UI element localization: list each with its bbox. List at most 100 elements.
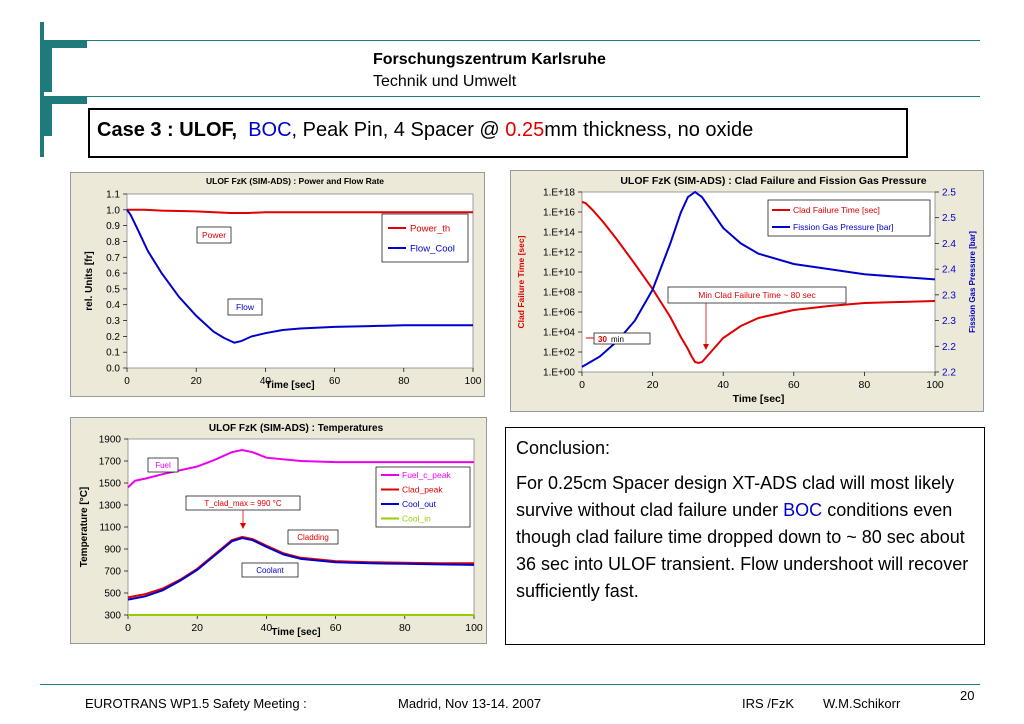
- x-tick-label: 80: [399, 622, 411, 634]
- case-suffix: mm thickness, no oxide: [544, 119, 754, 141]
- x-tick-label: 40: [717, 379, 729, 391]
- y-tick-label: 0.2: [106, 332, 120, 343]
- org-subtitle: Technik und Umwelt: [373, 73, 517, 90]
- annotation-coolant: Coolant: [256, 566, 284, 575]
- chart-clad-failure: ULOF FzK (SIM-ADS) : Clad Failure and Fi…: [516, 175, 977, 405]
- y2-tick-label: 2.3: [942, 316, 956, 327]
- case-title-box: [88, 108, 908, 158]
- annotation-box-fuel: [147, 457, 179, 473]
- y-tick-label: 300: [104, 611, 121, 622]
- conclusion-heading: Conclusion:: [516, 438, 611, 458]
- x-tick-label: 100: [465, 376, 482, 387]
- legend-label-1: Flow_Cool: [410, 244, 455, 255]
- chart-power-flow: ULOF FzK (SIM-ADS) : Power and Flow Rate…: [84, 176, 482, 391]
- y-axis-label: Temperature [°C]: [79, 487, 90, 568]
- chart-temperatures: ULOF FzK (SIM-ADS) : Temperatures 300 500 7…: [79, 423, 483, 638]
- footer-divider: [40, 684, 980, 685]
- legend-label-3: Cool_in: [402, 514, 431, 524]
- x-tick-label: 20: [191, 622, 203, 634]
- annotation-30: 30: [598, 335, 607, 344]
- y-tick-label: 0.6: [106, 269, 120, 280]
- annotation-fuel: Fuel: [155, 461, 171, 470]
- y-tick-label: 0.1: [106, 348, 120, 359]
- y-tick-label: 0.5: [106, 284, 120, 295]
- annotation-arrowhead: [240, 523, 246, 529]
- y2-tick-label: 2.2: [942, 342, 956, 353]
- logo-bar-1: [42, 40, 87, 48]
- y-tick-label: 1300: [99, 501, 122, 512]
- series-line-1: [126, 209, 473, 344]
- y-tick-label: 1.E+04: [543, 328, 575, 339]
- annotation-box-coolant: [241, 562, 299, 578]
- annotation-box-min-clad: [667, 286, 847, 304]
- y-tick-label: 1.E+00: [543, 368, 575, 379]
- conclusion-boc: BOC: [783, 500, 823, 520]
- case-boc: BOC: [248, 119, 292, 141]
- x-tick-label: 100: [465, 622, 483, 634]
- x-tick-label: 40: [260, 376, 272, 387]
- x-tick-label: 0: [124, 376, 130, 387]
- series-line-1: [581, 190, 936, 368]
- x-tick-label: 80: [859, 379, 871, 391]
- chart-title: ULOF FzK (SIM-ADS) : Power and Flow Rate: [206, 176, 384, 186]
- footer-place: Madrid, Nov 13-14. 2007: [398, 696, 542, 711]
- footer-irs: IRS /FzK: [742, 696, 795, 711]
- org-name: Forschungszentrum Karlsruhe: [373, 51, 606, 68]
- annotation-power: Power: [202, 230, 226, 240]
- y-tick-label: 0.8: [106, 237, 120, 248]
- y-tick-label: 500: [104, 589, 121, 600]
- y-tick-label: 700: [104, 567, 121, 578]
- y2-tick-label: 2.5: [942, 213, 956, 224]
- series-line-2: [127, 536, 475, 601]
- annotation-box-cladding: [287, 529, 339, 545]
- header-divider-2: [40, 96, 980, 97]
- x-tick-label: 0: [125, 622, 131, 634]
- y-tick-label: 0.3: [106, 316, 120, 327]
- x-tick-label: 80: [398, 376, 410, 387]
- y-tick-label: 1.1: [106, 190, 120, 201]
- chart-title: ULOF FzK (SIM-ADS) : Temperatures: [209, 423, 384, 434]
- x-tick-label: 60: [788, 379, 800, 391]
- series-line-0: [127, 208, 473, 214]
- series-line-0: [581, 201, 936, 365]
- legend-box: [767, 199, 931, 237]
- x-tick-label: 20: [191, 376, 203, 387]
- x-axis-label: Time [sec]: [271, 627, 320, 638]
- conclusion-box: Conclusion: For 0.25cm Spacer design XT-…: [505, 427, 985, 645]
- y-tick-label: 1.E+16: [543, 208, 575, 219]
- y-axis-label: rel. Units [fr]: [84, 251, 95, 310]
- x-tick-label: 20: [647, 379, 659, 391]
- y-tick-label: 1.E+08: [543, 288, 575, 299]
- annotation-box-power: [196, 226, 232, 244]
- x-tick-label: 40: [261, 622, 273, 634]
- y-tick-label: 0.9: [106, 221, 120, 232]
- footer-author: W.M.Schikorr: [823, 696, 901, 711]
- chart-title: ULOF FzK (SIM-ADS) : Clad Failure and Fi…: [620, 175, 926, 187]
- annotation-cladding: Cladding: [297, 533, 329, 542]
- case-thickness: 0.25: [505, 119, 545, 141]
- legend-label-0: Clad Failure Time [sec]: [793, 205, 880, 215]
- x-tick-label: 60: [330, 622, 342, 634]
- legend-label-2: Cool_out: [402, 499, 437, 509]
- series-line-1: [127, 535, 474, 599]
- y2-tick-label: 2.4: [942, 239, 956, 250]
- conclusion-body: For 0.25cm Spacer design XT-ADS clad wil…: [516, 470, 974, 605]
- legend-label-1: Fission Gas Pressure [bar]: [793, 222, 894, 232]
- footer-meeting: EUROTRANS WP1.5 Safety Meeting :: [85, 696, 307, 711]
- x-tick-label: 0: [579, 379, 585, 391]
- y2-tick-label: 2.3: [942, 290, 956, 301]
- y-tick-label: 1500: [99, 479, 122, 490]
- y-tick-label: 1.E+14: [543, 228, 575, 239]
- annotation-box-flow: [227, 298, 263, 316]
- annotation-min: min: [611, 335, 624, 344]
- series-line-0: [127, 448, 474, 489]
- case-title: Case 3 : ULOF, BOC, Peak Pin, 4 Spacer @…: [97, 119, 753, 142]
- y2-tick-label: 2.4: [942, 265, 956, 276]
- legend-label-0: Fuel_c_peak: [402, 470, 451, 480]
- y-tick-label: 1.E+06: [543, 308, 575, 319]
- conclusion-text-b: conditions even though clad failure time…: [516, 500, 969, 601]
- y-tick-label: 1900: [99, 435, 122, 446]
- annotation-tclad: T_clad_max = 990 °C: [204, 499, 281, 508]
- logo-stem-2: [42, 96, 52, 136]
- annotation-flow: Flow: [236, 302, 255, 312]
